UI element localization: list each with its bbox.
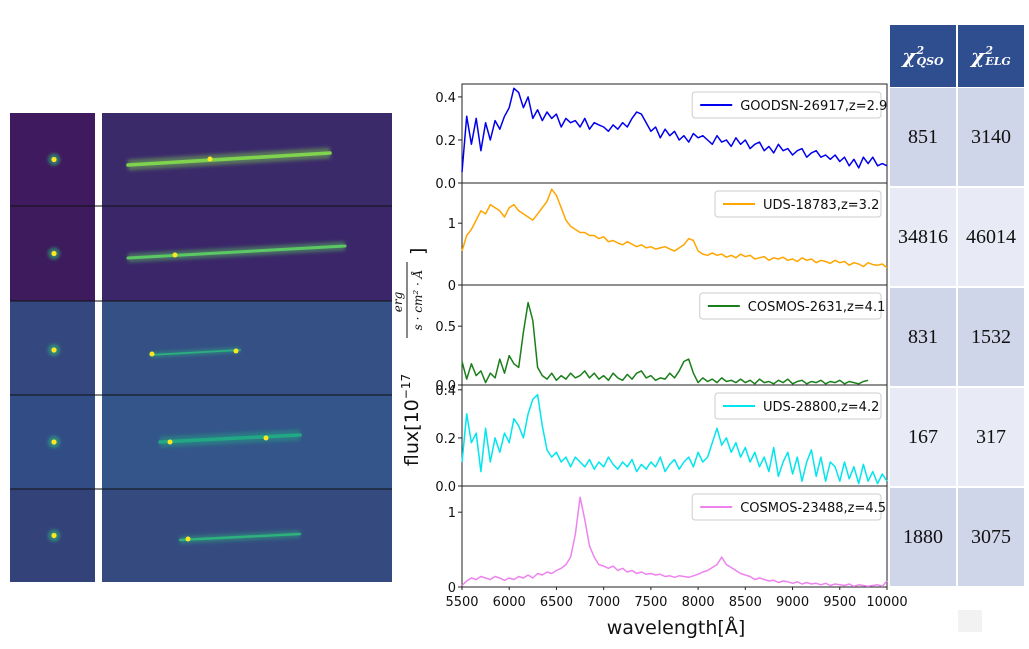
source-core [51, 156, 57, 163]
table-cell: 3075 [958, 488, 1024, 586]
table-cell: 1880 [890, 488, 956, 586]
source-core [51, 347, 57, 353]
x-tick-label: 8000 [682, 595, 715, 610]
table-cell: 1532 [958, 288, 1024, 386]
x-tick-label: 7500 [634, 595, 667, 610]
x-tick-label: 6500 [540, 595, 573, 610]
table-cell: 851 [890, 88, 956, 186]
spectrum-trace [126, 151, 332, 167]
y-tick-label: 0 [448, 581, 456, 596]
x-axis: 5500 6000 6500 7000 7500 8000 8500 9000 9500 1000… [445, 595, 907, 610]
table-cell: 317 [958, 388, 1024, 486]
y-tick-label: 0.0 [435, 379, 456, 394]
spectrum-line [461, 496, 888, 588]
elg-header-sup: 2 [985, 44, 993, 57]
legend-label: UDS-18783,z=3.2 [763, 198, 879, 213]
svg-text:]: ] [407, 248, 429, 255]
x-tick-label: 6000 [493, 595, 526, 610]
x-tick-label: 10000 [866, 595, 907, 610]
svg-text:flux[10−17: flux[10−17 [399, 374, 423, 466]
elg-header-symbol: χ [971, 44, 985, 68]
legend-box [714, 190, 882, 218]
svg-text:s · cm² · Å: s · cm² · Å [410, 270, 425, 331]
source-core [51, 250, 57, 257]
legend-label: COSMOS-23488,z=4.5 [740, 501, 886, 516]
y-tick-label: 1 [448, 506, 456, 521]
chi2-qso-header: χ 2 QSO [890, 25, 956, 87]
spectrum-trace [158, 433, 302, 444]
dispersed-image [102, 301, 392, 395]
y-tick-label: 0.5 [435, 320, 456, 335]
emission-knot [149, 351, 155, 357]
table-cell: 34816 [890, 188, 956, 286]
table-cell: 3140 [958, 88, 1024, 186]
qso-header-sub: QSO [916, 55, 944, 68]
emission-knot [167, 439, 173, 445]
emission-knot [263, 435, 269, 441]
spectrum-trace [149, 349, 241, 356]
y-tick-label: 1 [448, 217, 456, 232]
y-tick-label: 0.4 [435, 384, 456, 399]
emission-knot [207, 156, 213, 162]
y-tick-label: 0.4 [435, 91, 456, 106]
qso-header-sup: 2 [916, 44, 925, 57]
x-tick-label: 8500 [729, 595, 762, 610]
chi2-elg-header: χ 2 ELG [958, 25, 1024, 87]
table-cell: 831 [890, 288, 956, 386]
y-tick-label: 0.2 [435, 432, 456, 447]
x-tick-label: 9500 [823, 595, 856, 610]
legend-label: GOODSN-26917,z=2.9 [740, 99, 887, 114]
qso-header-symbol: χ [902, 44, 916, 68]
emission-knot [185, 536, 191, 542]
spectrum-trace [178, 532, 302, 542]
spectrum-line [461, 188, 888, 269]
x-tick-label: 9000 [776, 595, 809, 610]
spectra-plots: 0.0 0.2 0.4 GOODSN-26917,z=2.9 0 1 UDS-18783,z… [435, 83, 888, 596]
elg-header-sub: ELG [985, 55, 1011, 68]
x-tick-label: 7000 [587, 595, 620, 610]
table-cell: 167 [890, 388, 956, 486]
spectrum-line [461, 87, 888, 173]
spectrum-trace [126, 244, 347, 260]
x-axis-label: wavelength[Å] [607, 616, 746, 639]
legend-box [714, 392, 882, 420]
legend-box [691, 493, 882, 521]
legend-box [691, 91, 882, 119]
emission-knot [233, 348, 239, 354]
y-axis-label: flux[10−17 erg s · cm² · Å ] [391, 248, 429, 467]
emission-knot [172, 252, 178, 258]
x-tick-label: 5500 [445, 595, 478, 610]
corner-mark [958, 610, 982, 632]
y-tick-label: 0 [448, 279, 456, 294]
source-core [51, 532, 57, 539]
spectrum-line [461, 393, 888, 485]
source-core [51, 439, 57, 445]
legend-label: UDS-28800,z=4.2 [763, 400, 879, 415]
table-cell: 46014 [958, 188, 1024, 286]
y-tick-label: 0.0 [435, 480, 456, 495]
spectrum-line [461, 301, 869, 385]
legend-label: COSMOS-2631,z=4.1 [748, 300, 886, 315]
svg-text:erg: erg [391, 291, 405, 312]
y-tick-label: 0.0 [435, 177, 456, 192]
y-tick-label: 0.2 [435, 134, 456, 149]
image-panels [10, 113, 392, 582]
legend-box [699, 292, 882, 320]
